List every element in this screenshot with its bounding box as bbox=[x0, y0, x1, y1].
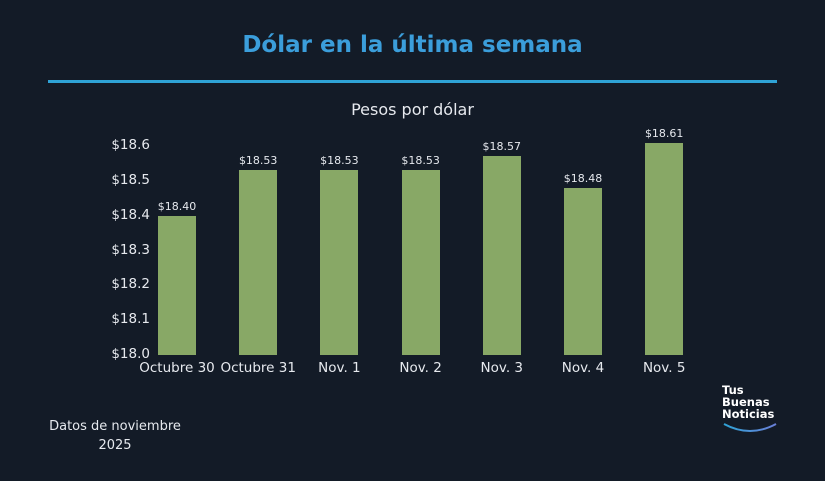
y-axis-tick: $18.0 bbox=[111, 346, 150, 362]
logo-line-3: Noticias bbox=[722, 407, 775, 421]
bar-value-label: $18.48 bbox=[563, 171, 603, 185]
x-axis-label: Nov. 1 bbox=[318, 360, 361, 376]
data-source-note: Datos de noviembre 2025 bbox=[40, 417, 190, 455]
bar bbox=[158, 215, 196, 355]
bar bbox=[564, 187, 602, 355]
title-divider bbox=[48, 80, 777, 83]
note-line-2: 2025 bbox=[98, 438, 132, 453]
logo-line-1: Tus bbox=[722, 383, 744, 397]
tus-buenas-noticias-logo: Tus Buenas Noticias bbox=[722, 384, 782, 434]
y-axis-tick: $18.5 bbox=[111, 171, 150, 188]
bar-value-label: $18.53 bbox=[238, 154, 278, 168]
y-axis-tick: $18.6 bbox=[111, 137, 150, 153]
bar-value-label: $18.61 bbox=[644, 126, 684, 140]
x-axis-label: Nov. 5 bbox=[642, 360, 686, 376]
x-axis-label: Octubre 30 bbox=[139, 360, 215, 376]
y-axis-tick: $18.1 bbox=[111, 311, 150, 328]
smile-arc-icon bbox=[723, 423, 777, 432]
bar bbox=[645, 142, 684, 355]
note-line-1: Datos de noviembre bbox=[49, 419, 181, 434]
bar bbox=[401, 170, 440, 355]
bar-value-label: $18.57 bbox=[482, 140, 522, 154]
chart-subtitle: Pesos por dólar bbox=[351, 100, 474, 119]
bar bbox=[320, 170, 359, 355]
bar bbox=[482, 156, 521, 355]
y-axis-tick: $18.2 bbox=[111, 276, 150, 293]
bar-value-label: $18.40 bbox=[157, 199, 197, 213]
x-axis-label: Nov. 2 bbox=[399, 360, 442, 376]
y-axis-tick: $18.4 bbox=[111, 206, 150, 223]
x-axis-label: Nov. 3 bbox=[480, 360, 524, 376]
chart-title: Dólar en la última semana bbox=[242, 32, 583, 58]
y-axis-tick: $18.3 bbox=[111, 241, 150, 258]
bar bbox=[239, 170, 278, 355]
bar-value-label: $18.53 bbox=[320, 154, 359, 168]
x-axis-label: Nov. 4 bbox=[561, 360, 605, 376]
logo-line-2: Buenas bbox=[722, 395, 770, 409]
x-axis-label: Octubre 31 bbox=[220, 360, 296, 376]
bar-value-label: $18.53 bbox=[401, 154, 440, 168]
